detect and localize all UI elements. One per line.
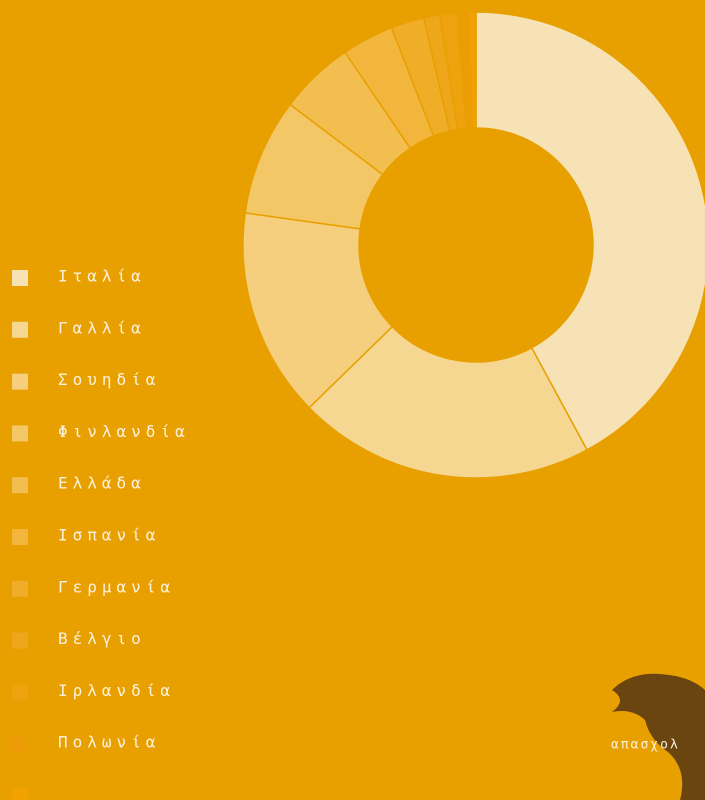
- legend-swatch: [12, 788, 28, 800]
- legend-swatch: [12, 373, 28, 390]
- legend-swatch: [12, 477, 28, 494]
- legend-swatch: [12, 580, 28, 597]
- silhouette: [612, 673, 705, 800]
- slice: [475, 11, 705, 451]
- legend-label: Ισπανία: [58, 526, 160, 545]
- legend-label: Σουηδία: [58, 370, 160, 389]
- legend-label: Γερμανία: [58, 577, 175, 596]
- slice: [467, 11, 477, 129]
- legend-swatch: [12, 425, 28, 442]
- legend-label: Πολωνία: [58, 733, 160, 752]
- slice: [242, 212, 394, 409]
- legend-label: Γαλλία: [58, 318, 146, 337]
- legend-label: Βέλγιο: [58, 629, 146, 648]
- legend-label: Ελλάδα: [58, 474, 146, 493]
- legend-swatch: [12, 321, 28, 338]
- legend-label: Ιταλία: [58, 267, 146, 286]
- legend-swatch: [12, 736, 28, 753]
- legend-swatch: [12, 684, 28, 701]
- legend-label: Ιρλανδία: [58, 681, 175, 700]
- legend-swatch: [12, 270, 28, 286]
- legend-swatch: [12, 529, 28, 545]
- annotation: απασχολ: [611, 738, 680, 753]
- legend-swatch: [12, 632, 28, 649]
- slice: [308, 325, 588, 479]
- legend-label: Φινλανδία: [58, 422, 190, 441]
